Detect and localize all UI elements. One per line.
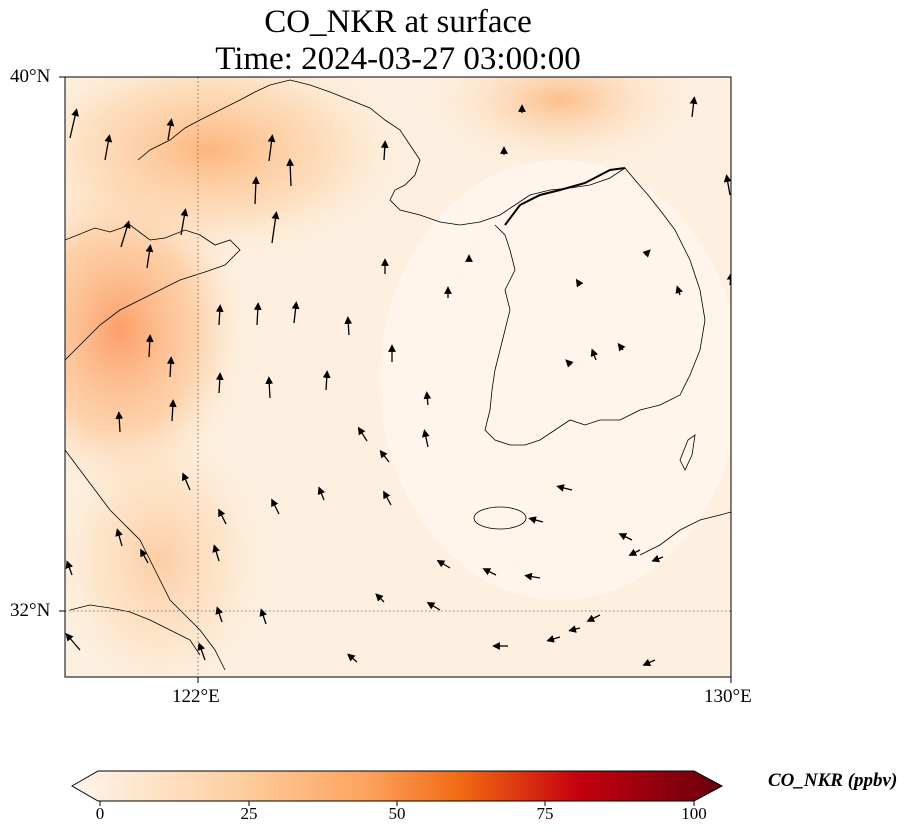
colorbar-tick-25: 25	[240, 804, 258, 823]
wind-arrow	[181, 472, 191, 491]
wind-arrow	[426, 601, 441, 611]
wind-arrow	[617, 342, 626, 352]
jeju-island	[473, 506, 527, 530]
wind-arrow	[590, 348, 599, 361]
wind-arrow	[251, 176, 260, 205]
colorbar-tick-50: 50	[388, 804, 406, 823]
wind-arrow	[347, 653, 358, 663]
wind-arrow	[375, 593, 385, 603]
wind-arrow	[166, 356, 175, 378]
wind-arrow	[215, 372, 224, 394]
wind-arrow	[357, 426, 368, 442]
coastlines	[65, 79, 731, 671]
wind-arrow	[166, 118, 175, 141]
wind-arrow	[528, 516, 544, 524]
wind-arrow	[689, 96, 698, 118]
wind-arrow	[115, 411, 124, 433]
wind-arrow	[120, 220, 131, 248]
wind-arrow	[215, 606, 223, 623]
wind-arrow	[482, 568, 497, 576]
wind-arrow	[271, 498, 280, 515]
wind-arrow	[642, 658, 656, 666]
wind-arrow	[423, 391, 432, 406]
gridlines	[65, 77, 731, 677]
concentration-field	[65, 77, 731, 677]
wind-arrow	[556, 484, 573, 492]
wind-arrow	[197, 642, 206, 661]
lon-label-130e: 130°E	[704, 686, 752, 707]
wind-arrow	[212, 544, 220, 562]
wind-arrow	[286, 158, 295, 187]
lat-label-32n: 32°N	[10, 600, 51, 621]
wind-arrow	[265, 376, 274, 399]
wind-arrow	[259, 608, 267, 625]
wind-arrow	[524, 572, 541, 581]
shandong-plume	[65, 77, 410, 260]
map-title: CO_NKR at surface	[264, 4, 532, 40]
wind-arrow	[436, 559, 451, 569]
wind-arrow	[586, 614, 601, 622]
shandong-coast	[65, 224, 241, 361]
wind-arrow	[642, 249, 651, 258]
wind-arrow	[65, 560, 73, 576]
korea-coast	[389, 159, 706, 446]
bohai-coast	[137, 79, 421, 161]
yangtze-estuary	[69, 604, 201, 656]
wind-arrow	[65, 633, 81, 651]
wind-arrow	[383, 490, 392, 506]
wind-arrow	[379, 449, 390, 463]
wind-arrow	[565, 359, 574, 368]
wind-arrow	[267, 134, 276, 162]
wind-arrow	[568, 625, 581, 633]
lon-label-122e: 122°E	[172, 686, 220, 707]
colorbar-tick-75: 75	[536, 804, 554, 823]
korea-low-field	[380, 160, 731, 600]
korea-border	[504, 167, 626, 226]
wind-arrow	[675, 285, 683, 296]
wind-arrow	[115, 528, 123, 547]
map-subtitle: Time: 2024-03-27 03:00:00	[215, 41, 581, 77]
wind-arrow	[145, 334, 154, 358]
wind-arrow	[145, 244, 154, 269]
wind-arrow	[380, 140, 389, 161]
wind-arrow	[317, 486, 326, 501]
wind-arrow	[344, 316, 353, 336]
map-frame	[64, 76, 732, 678]
wind-arrow	[422, 429, 430, 448]
china-east-coast	[65, 449, 226, 671]
wind-arrow	[291, 301, 300, 324]
colorbar-bar	[70, 770, 724, 802]
tsushima-island	[679, 434, 696, 471]
wind-arrow	[180, 208, 189, 236]
wind-arrow	[253, 302, 262, 326]
wind-arrow	[628, 548, 641, 556]
wind-arrow	[271, 211, 280, 244]
kyushu-coast	[639, 511, 731, 556]
wind-arrow	[322, 370, 331, 391]
lat-label-40n: 40°N	[10, 66, 51, 87]
wind-arrow	[546, 635, 561, 643]
wind-arrow	[218, 508, 227, 525]
wind-arrow	[723, 174, 731, 196]
wind-vectors	[65, 96, 731, 666]
wind-arrow	[618, 533, 633, 541]
colorbar-label: CO_NKR (ppbv)	[768, 770, 898, 791]
wind-arrow	[140, 548, 149, 564]
north-korea-plume	[420, 77, 700, 170]
colorbar-ticks	[99, 801, 695, 806]
wind-arrow	[575, 278, 584, 288]
axis-ticks	[59, 76, 732, 683]
wind-arrow	[215, 304, 224, 326]
wind-arrow	[168, 399, 177, 422]
wind-arrow	[104, 134, 113, 161]
wind-arrow	[651, 554, 664, 563]
colorbar-tick-0: 0	[95, 804, 105, 823]
wind-arrow	[69, 108, 79, 139]
colorbar-tick-100: 100	[681, 804, 707, 823]
map-figure	[59, 76, 732, 683]
